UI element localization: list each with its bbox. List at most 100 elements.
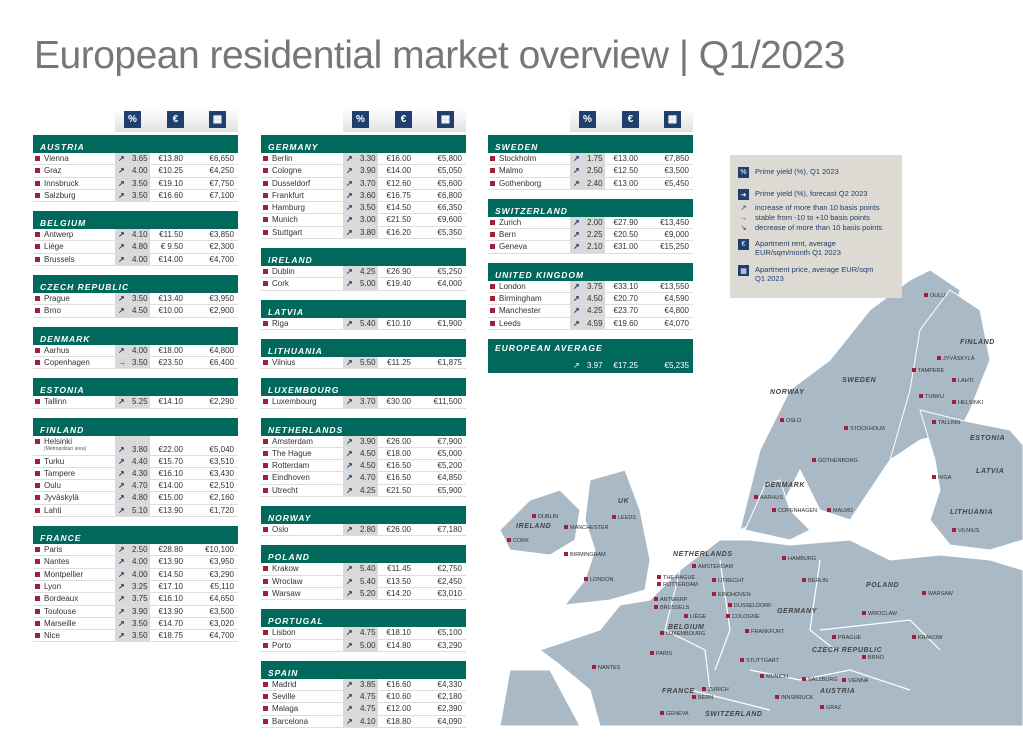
table-row: Madrid ↗ 3.85 €16.60 €4,330 (261, 678, 466, 692)
rent: €18.75 (158, 631, 183, 641)
map-city-label: ZURICH (708, 687, 729, 693)
rent: €14.10 (158, 397, 183, 407)
prime-yield: 3.70 (360, 397, 376, 407)
marker-icon (263, 438, 268, 444)
table-row: Warsaw ↗ 5.20 €14.20 €3,010 (261, 587, 466, 601)
map-city: WARSAW (920, 591, 953, 597)
legend-price: Apartment price, average EUR/sqm Q1 2023 (755, 265, 874, 283)
map-city: COPENHAGEN (770, 508, 817, 514)
price: €4,090 (437, 716, 462, 726)
marker-icon (660, 711, 664, 715)
map-city-label: GENEVA (666, 711, 689, 717)
table-row: Wroclaw ↗ 5.40 €13.50 €2,450 (261, 575, 466, 588)
arrow-up-right-icon: ↗ (346, 485, 353, 495)
prime-yield: 2.40 (587, 178, 603, 188)
marker-icon (490, 168, 495, 174)
rent: €16.20 (386, 227, 411, 237)
map-city: SALZBURG (800, 677, 838, 683)
arrow-down-right-icon: ↘ (740, 223, 747, 232)
price: €1,900 (437, 318, 462, 328)
prime-yield: 4.50 (360, 461, 376, 471)
arrow-up-right-icon: ↗ (118, 166, 125, 176)
marker-icon (952, 528, 956, 532)
marker-icon (263, 168, 268, 174)
rent: €23.50 (158, 357, 183, 367)
country-section: POLAND Krakow ↗ 5.40 €11.45 €2,750 Wroclaw ↗ 5.4… (261, 545, 466, 601)
marker-icon (660, 631, 664, 635)
map-city: MALMO (825, 508, 853, 514)
table-column-1: % € ▦ AUSTRIA Vienna ↗ 3.65 €13.80 €6,650 Graz ↗ 4.… (33, 108, 238, 651)
map-city-label: AARHUS (760, 495, 783, 501)
city-name: Nantes (44, 557, 70, 567)
marker-icon (862, 611, 866, 615)
map-city: ZURICH (700, 687, 729, 693)
country-header: SPAIN (261, 660, 466, 679)
map-city: BERN (690, 695, 713, 701)
price: €7,180 (437, 525, 462, 535)
marker-icon (263, 217, 268, 223)
table-row: Innsbruck ↗ 3.50 €19.10 €7,750 (33, 177, 238, 190)
map-city-label: NANTES (598, 665, 621, 671)
table-row: Geneva ↗ 2.10 €31.00 €15,250 (488, 241, 693, 254)
prime-yield: 4.10 (360, 716, 376, 726)
map-city: EINDHOVEN (710, 592, 751, 598)
rent: €17.10 (158, 581, 183, 591)
arrow-up-right-icon: ↗ (346, 716, 353, 726)
country-section: SWITZERLAND Zurich ↗ 2.00 €27.90 €13,450 Bern ↗… (488, 198, 693, 254)
prime-yield: 3.75 (132, 594, 148, 604)
marker-icon (35, 347, 40, 353)
price: €4,850 (437, 473, 462, 483)
marker-icon (802, 677, 806, 681)
arrow-up-right-icon: ↗ (118, 569, 125, 579)
rent: €10.00 (158, 306, 183, 316)
country-header: LATVIA (261, 299, 466, 318)
map-city-label: ROTTERDAM (663, 582, 698, 588)
marker-icon (35, 168, 40, 174)
table-row: Munich ↗ 3.00 €21.50 €9,600 (261, 214, 466, 227)
table-row: Amsterdam ↗ 3.90 €26.00 €7,900 (261, 435, 466, 448)
table-column-2: % € ▦ GERMANY Berlin ↗ 3.30 €16.00 €5,800 Cologne… (261, 108, 466, 737)
price: €6,650 (209, 154, 234, 163)
marker-icon (35, 438, 40, 444)
city-name: Rotterdam (272, 461, 310, 471)
arrow-up-right-icon: ↗ (573, 178, 580, 188)
country-section: SWEDEN Stockholm ↗ 1.75 €13.00 €7,850 Malmo ↗ 2.… (488, 135, 693, 190)
map-city: BERLIN (800, 578, 828, 584)
country-header: PORTUGAL (261, 609, 466, 628)
table-row: Jyväskylä ↗ 4.80 €15.00 €2,160 (33, 492, 238, 505)
rent: €18.80 (386, 716, 411, 726)
city-name: Amsterdam (272, 436, 313, 446)
map-city: TURKU (917, 394, 944, 400)
prime-yield: 5.50 (360, 357, 376, 367)
map-city: STUTTGART (738, 658, 779, 664)
city-name: Graz (44, 166, 62, 176)
country-header: GERMANY (261, 135, 466, 153)
city-name: Tampere (44, 468, 76, 478)
average-rent: €17.25 (613, 360, 638, 370)
calculator-icon: ▦ (738, 265, 749, 276)
map-country-label: IRELAND (516, 523, 552, 530)
column-headers: % € ▦ (33, 108, 238, 132)
rent: €19.60 (613, 318, 638, 328)
city-name: Dusseldorf (272, 178, 311, 188)
city-name: Lisbon (272, 628, 296, 638)
marker-icon (263, 180, 268, 186)
table-row: Utrecht ↗ 4.25 €21.50 €5,900 (261, 484, 466, 498)
map-city-label: WROCLAW (868, 611, 898, 617)
table-row: Seville ↗ 4.75 €10.60 €2,180 (261, 691, 466, 704)
price: €3,510 (209, 456, 234, 466)
price: €3,950 (209, 557, 234, 567)
marker-icon (692, 695, 696, 699)
city-name: Berlin (272, 154, 293, 163)
map-city-label: INNSBRUCK (781, 695, 814, 701)
map-city: NANTES (590, 665, 620, 671)
price: €2,390 (437, 704, 462, 714)
map-city-label: BERN (698, 695, 714, 701)
marker-icon (35, 296, 40, 302)
marker-icon (35, 470, 40, 476)
map-city: INNSBRUCK (773, 695, 813, 701)
marker-icon (35, 458, 40, 464)
arrow-up-right-icon: ↗ (346, 692, 353, 702)
marker-icon (844, 426, 848, 430)
map-city-label: TAMPERE (918, 368, 945, 374)
